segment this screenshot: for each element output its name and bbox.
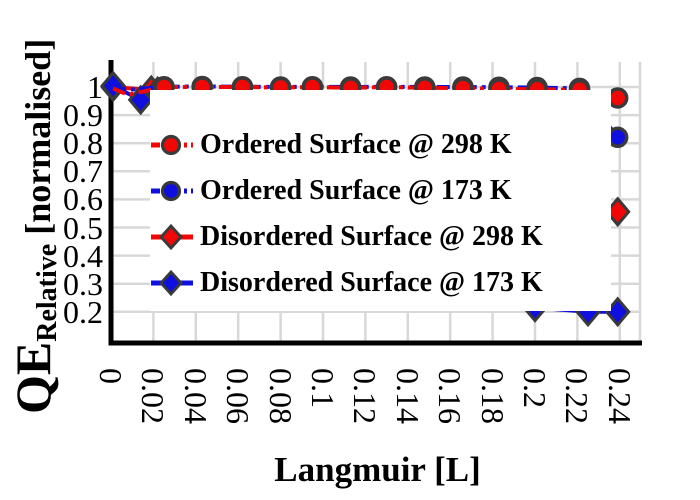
y-axis-title-base: QE: [5, 341, 61, 414]
legend-entry: Ordered Surface @ 173 K: [150, 168, 606, 214]
x-axis-title: Langmuir [L]: [274, 450, 481, 489]
legend-box: [150, 90, 611, 311]
x-tick-label: 0.1: [305, 368, 341, 408]
x-tick-label: 0.16: [432, 368, 469, 424]
y-tick-label: 0.7: [63, 153, 103, 190]
legend-red-circle-icon: [160, 134, 182, 156]
legend-label: Ordered Surface @ 298 K: [200, 129, 512, 160]
y-tick-label: 0.5: [63, 209, 103, 246]
y-axis-title-subscript: Relative: [32, 243, 63, 342]
legend-entry: Ordered Surface @ 298 K: [150, 122, 606, 168]
data-point-marker: [606, 87, 629, 109]
x-tick-label: 0.12: [347, 368, 384, 424]
x-tick-label: 0.06: [220, 368, 257, 424]
data-point-marker: [100, 70, 127, 102]
x-tick-label: 0.08: [262, 368, 299, 424]
x-tick-label: 0.2: [517, 368, 553, 408]
y-axis-title-units: [normalised]: [18, 38, 58, 235]
legend: Ordered Surface @ 298 K Ordered Surface …: [150, 122, 606, 306]
legend-red-diamond-icon: [159, 223, 183, 251]
x-tick-label: 0: [93, 368, 129, 384]
legend-marker: [151, 134, 193, 156]
y-tick-label: 0.8: [63, 125, 103, 162]
legend-blue-circle-icon: [160, 180, 182, 202]
legend-label: Disordered Surface @ 173 K: [200, 267, 543, 298]
x-tick-label: 0.24: [601, 368, 638, 424]
y-tick-label: 1: [87, 69, 103, 105]
y-tick-label: 0.6: [63, 181, 103, 218]
y-tick-label: 0.4: [63, 237, 103, 274]
y-tick-label: 0.9: [63, 97, 103, 134]
legend-blue-diamond-icon: [159, 269, 183, 297]
legend-entry: Disordered Surface @ 298 K: [150, 214, 606, 260]
legend-label: Disordered Surface @ 298 K: [200, 221, 543, 252]
legend-label: Ordered Surface @ 173 K: [200, 175, 512, 206]
data-point-marker: [606, 126, 629, 149]
legend-entry: Disordered Surface @ 173 K: [150, 260, 606, 306]
legend-marker: [151, 269, 193, 297]
y-axis-title: QERelative [normalised]: [4, 38, 63, 414]
y-tick-label: 0.2: [63, 293, 103, 330]
series-line: [112, 84, 619, 100]
legend-marker: [151, 180, 193, 202]
x-tick-label: 0.02: [135, 368, 172, 424]
x-tick-label: 0.14: [389, 368, 426, 424]
x-tick-label: 0.04: [177, 368, 214, 424]
x-tick-label: 0.22: [559, 368, 596, 424]
x-tick-label: 0.18: [474, 368, 511, 424]
y-tick-label: 0.3: [63, 265, 103, 302]
legend-marker: [151, 223, 193, 251]
